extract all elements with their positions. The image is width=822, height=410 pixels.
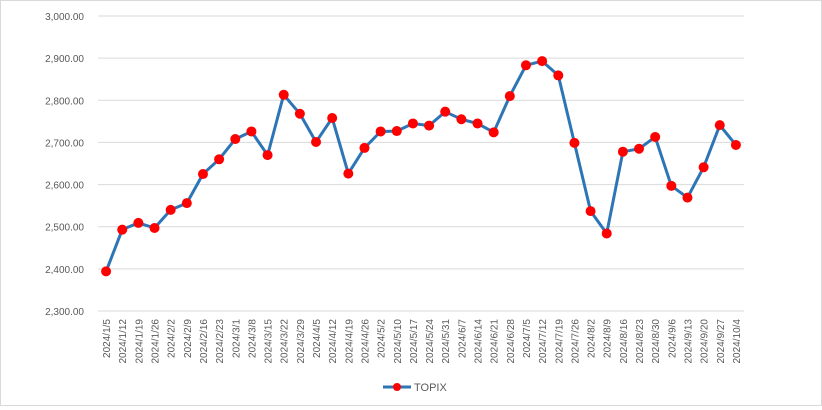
x-tick-label: 2024/6/7 (457, 319, 468, 358)
data-point (117, 224, 128, 235)
data-point (246, 126, 257, 137)
x-tick-label: 2024/8/16 (619, 319, 630, 364)
x-tick-label: 2024/6/14 (474, 319, 485, 364)
y-tick-label: 2,300.00 (45, 307, 84, 318)
legend-label: TOPIX (414, 382, 447, 394)
x-tick-label: 2024/5/2 (377, 319, 388, 358)
data-point (407, 118, 418, 129)
x-tick-label: 2024/4/5 (312, 319, 323, 358)
x-tick-label: 2024/9/27 (716, 319, 727, 364)
data-point (343, 168, 354, 179)
x-tick-label: 2024/7/5 (522, 319, 533, 358)
data-point (230, 134, 241, 145)
y-tick-label: 2,600.00 (45, 181, 84, 192)
x-tick-label: 2024/10/4 (732, 319, 743, 364)
y-axis-labels: 2,300.00 2,400.00 2,500.00 2,600.00 2,700.00… (45, 12, 84, 318)
y-tick-label: 3,000.00 (45, 12, 84, 23)
data-point (714, 120, 725, 131)
x-tick-label: 2024/8/2 (587, 319, 598, 358)
x-tick-label: 2024/4/26 (360, 319, 371, 364)
data-point (327, 112, 338, 123)
x-tick-label: 2024/6/21 (490, 319, 501, 364)
x-tick-label: 2024/3/29 (296, 319, 307, 364)
data-point (472, 118, 483, 129)
x-tick-label: 2024/2/2 (167, 319, 178, 358)
x-tick-label: 2024/5/10 (393, 319, 404, 364)
data-point (133, 217, 144, 228)
y-tick-label: 2,400.00 (45, 265, 84, 276)
x-tick-label: 2024/3/22 (280, 319, 291, 364)
y-tick-label: 2,900.00 (45, 54, 84, 65)
data-point (537, 56, 548, 67)
data-point (440, 106, 451, 117)
x-tick-label: 2024/2/16 (199, 319, 210, 364)
series-topix (101, 56, 741, 277)
data-point (311, 137, 322, 148)
y-tick-label: 2,500.00 (45, 223, 84, 234)
data-point (197, 169, 208, 180)
x-tick-label: 2024/8/30 (651, 319, 662, 364)
x-tick-label: 2024/9/13 (683, 319, 694, 364)
data-point (617, 146, 628, 157)
x-tick-label: 2024/1/5 (102, 319, 113, 358)
y-tick-label: 2,700.00 (45, 138, 84, 149)
x-axis-labels: 2024/1/5 2024/1/12 2024/1/19 2024/1/26 2024/… (102, 319, 743, 364)
data-point (391, 126, 402, 137)
x-tick-label: 2024/5/17 (409, 319, 420, 364)
data-point (553, 70, 564, 81)
legend-marker-swatch (393, 383, 401, 391)
x-tick-label: 2024/9/6 (667, 319, 678, 358)
data-point (278, 89, 289, 100)
x-tick-label: 2024/1/19 (134, 319, 145, 364)
y-tick-label: 2,800.00 (45, 96, 84, 107)
x-tick-label: 2024/2/23 (215, 319, 226, 364)
data-point (601, 228, 612, 239)
data-point (294, 108, 305, 119)
x-tick-label: 2024/8/23 (635, 319, 646, 364)
data-point (424, 120, 435, 131)
x-tick-label: 2024/4/19 (344, 319, 355, 364)
x-tick-label: 2024/7/26 (570, 319, 581, 364)
data-point (165, 204, 176, 215)
x-tick-label: 2024/3/8 (247, 319, 258, 358)
data-point (698, 162, 709, 173)
x-tick-label: 2024/8/9 (603, 319, 614, 358)
x-tick-label: 2024/1/12 (118, 319, 129, 364)
data-point (666, 180, 677, 191)
data-point (359, 142, 370, 153)
data-point (730, 139, 741, 150)
data-point (101, 266, 112, 277)
x-tick-label: 2024/9/20 (700, 319, 711, 364)
data-point (569, 137, 580, 148)
data-point (504, 91, 515, 102)
x-tick-label: 2024/3/15 (264, 319, 275, 364)
data-point (488, 127, 499, 138)
data-point (262, 150, 273, 161)
x-tick-label: 2024/5/24 (425, 319, 436, 364)
x-tick-label: 2024/7/19 (554, 319, 565, 364)
series-line (104, 59, 738, 272)
data-point (456, 114, 467, 125)
x-tick-label: 2024/1/26 (151, 319, 162, 364)
data-point (375, 126, 386, 137)
data-point (149, 222, 160, 233)
data-point (682, 192, 693, 203)
x-tick-label: 2024/6/28 (506, 319, 517, 364)
gridlines (98, 15, 744, 312)
data-point (520, 60, 531, 71)
data-point (585, 206, 596, 217)
data-point (181, 198, 192, 209)
data-point (214, 154, 225, 165)
x-tick-label: 2024/2/9 (183, 319, 194, 358)
data-point (634, 143, 645, 154)
legend: TOPIX (383, 382, 447, 394)
x-tick-label: 2024/7/12 (538, 319, 549, 364)
x-tick-label: 2024/4/12 (328, 319, 339, 364)
x-tick-label: 2024/3/1 (231, 319, 242, 358)
x-tick-label: 2024/5/31 (441, 319, 452, 364)
data-point (650, 131, 661, 142)
